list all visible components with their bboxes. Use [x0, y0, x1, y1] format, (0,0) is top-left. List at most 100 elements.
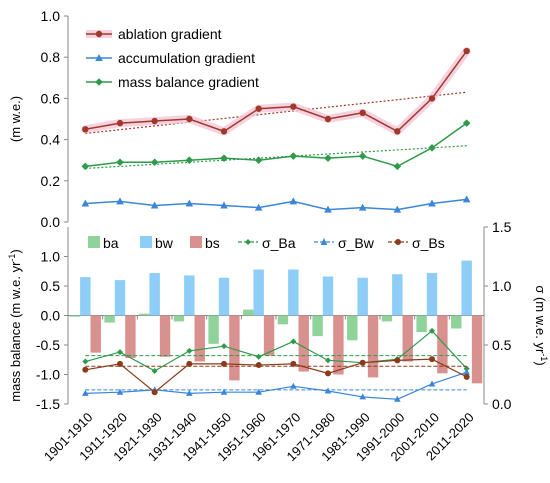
bar-bs — [367, 315, 379, 378]
sigma-Bs-line — [85, 358, 467, 393]
sigma-Bw-point — [116, 388, 124, 395]
ablation-gradient-point — [151, 117, 158, 125]
bar-ba — [104, 315, 115, 323]
bar-ba — [381, 315, 393, 322]
accumulation-gradient-point — [220, 201, 228, 209]
bar-ba — [451, 315, 462, 329]
bottom-y-label: mass balance (m w.e. yr-1) — [7, 249, 23, 402]
sigma-Ba-point — [186, 347, 193, 354]
ablation-gradient-point — [463, 47, 470, 55]
sigma-Bw-point — [290, 382, 297, 389]
top-y-tick-label: 1.0 — [41, 8, 61, 24]
sigma-Ba-point — [221, 343, 227, 350]
sigma-Bs-point — [325, 370, 331, 377]
ablation-gradient-point — [116, 119, 124, 127]
bar-ba — [416, 315, 427, 333]
bottom-y-label-exponent: -1 — [7, 254, 17, 262]
bar-bs — [333, 315, 344, 375]
mass-balance-gradient-point — [220, 154, 228, 162]
top-y-axis-label: (m w.e.) — [8, 96, 23, 142]
ablation-gradient-point — [359, 109, 366, 117]
bar-bw — [392, 274, 403, 316]
ablation-gradient-line — [85, 50, 468, 133]
mass-balance-gradient-point — [324, 154, 332, 162]
sigma-Ba-point — [151, 367, 158, 374]
ablation-gradient-point — [428, 95, 436, 102]
accumulation-gradient-point — [428, 199, 436, 207]
bar-bs — [263, 315, 275, 356]
ablation-gradient-legend-marker — [95, 30, 103, 38]
top-y-tick-label: 0.0 — [41, 214, 61, 230]
bar-bw — [288, 269, 299, 316]
sigma-Ba-point — [255, 353, 262, 360]
sigma-Bw-point — [394, 395, 401, 402]
legend-swatch-bs — [190, 236, 202, 248]
bar-bs — [125, 315, 136, 358]
top-series — [81, 47, 471, 213]
legend-marker-2 — [395, 239, 401, 245]
bottom-y2-tick-label: 0.5 — [492, 337, 512, 353]
bar-ba — [243, 309, 254, 316]
bar-ba — [69, 315, 81, 317]
accumulation-gradient-point — [462, 195, 471, 203]
ablation-gradient-point — [220, 128, 228, 135]
ablation-gradient-point — [290, 103, 297, 110]
bottom-y2-tick-label: 1.5 — [492, 219, 512, 235]
sigma-Bw-point — [359, 393, 366, 400]
bar-ba — [139, 313, 150, 316]
bottom-y-tick-label: 0.0 — [41, 308, 61, 324]
accumulation-gradient-legend-label: accumulation gradient — [118, 50, 255, 66]
top-y-tick-label: 0.2 — [41, 173, 61, 189]
ablation-gradient-legend-label: ablation gradient — [118, 26, 222, 42]
mass-balance-gradient-point — [150, 158, 159, 167]
bar-bs — [471, 315, 483, 384]
bottom-y-axis-label: mass balance (m w.e. yr-1) — [7, 249, 23, 402]
sigma-Bw-point — [82, 389, 89, 396]
legend-label-bw: bw — [155, 235, 174, 251]
bottom-sigma-series — [82, 327, 470, 402]
sigma-Bw-point — [463, 368, 470, 375]
accumulation-gradient-line — [85, 198, 467, 211]
bar-bs — [298, 315, 309, 372]
sigma-Bw-point — [220, 388, 228, 395]
sigma-Ba-point — [117, 349, 123, 356]
bar-bw — [114, 280, 126, 316]
bar-bw — [322, 276, 334, 316]
bar-bw — [184, 275, 195, 316]
bar-bw — [80, 277, 91, 316]
top-y-tick-label: 0.6 — [41, 90, 61, 106]
ablation-gradient-point — [82, 126, 89, 133]
bar-bw — [461, 260, 472, 316]
sigma-Bs-point — [359, 359, 366, 366]
bottom-y-tick-label: -1.0 — [36, 367, 60, 383]
accumulation-gradient-point — [116, 197, 124, 205]
sigma-Bs-point — [255, 362, 262, 369]
bottom-y-tick-label: 0.5 — [41, 278, 61, 294]
sigma-Bs-point — [463, 373, 470, 380]
accumulation-gradient-point — [289, 197, 298, 205]
sigma-Bs-point — [290, 360, 297, 367]
bottom-y2-tick-label: 0.0 — [492, 396, 512, 412]
legend-label-0: σ_Ba — [262, 235, 296, 251]
accumulation-gradient-point — [358, 203, 367, 211]
sigma-Bs-point — [151, 389, 158, 396]
legend-swatch-bw — [140, 236, 152, 248]
legend-label-1: σ_Bw — [338, 235, 375, 251]
bar-ba — [347, 315, 358, 341]
mass-balance-gradient-trendline — [85, 145, 467, 170]
accumulation-gradient-point — [393, 205, 402, 213]
sigma-Bs-point — [186, 360, 193, 367]
bar-ba — [173, 315, 185, 322]
bar-bs — [437, 315, 448, 374]
sigma-Ba-point — [82, 358, 89, 365]
bottom-y-tick-label: -1.5 — [36, 396, 60, 412]
sigma-Bs-point — [221, 360, 227, 367]
ablation-gradient-point — [255, 105, 262, 112]
bottom-y2-tick-label: 1.0 — [492, 278, 512, 294]
sigma-Bs-point — [117, 360, 123, 367]
mass-balance-gradient-point — [393, 162, 402, 171]
bottom-y-tick-label: -0.5 — [36, 337, 60, 353]
mass-balance-gradient-legend-label: mass balance gradient — [118, 74, 259, 90]
bottom-y-ticks: -1.5 -1.0 -0.5 0.0 0.5 1.0 0.0 0.5 1.0 1.5 — [36, 219, 512, 412]
